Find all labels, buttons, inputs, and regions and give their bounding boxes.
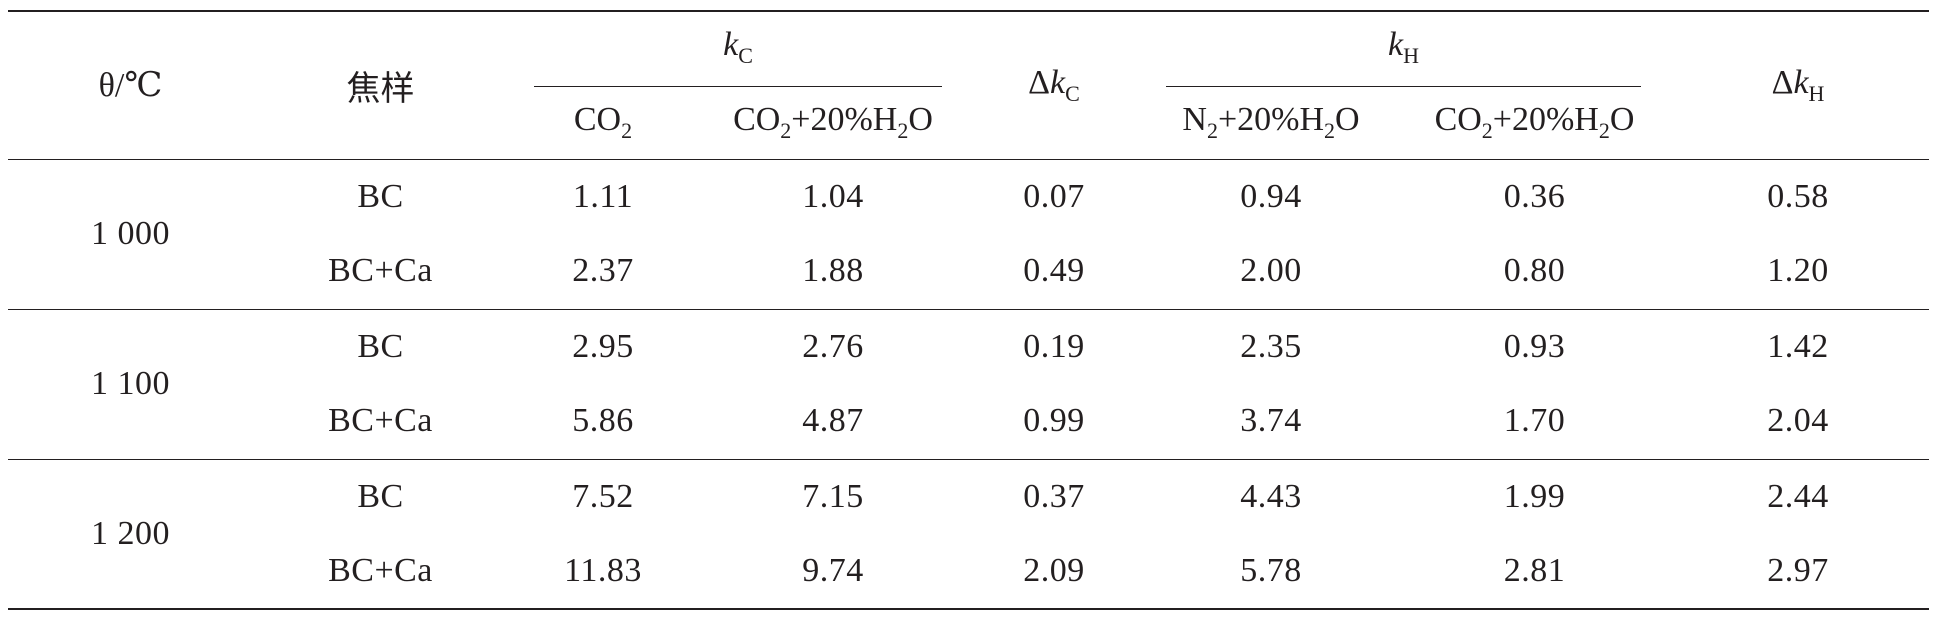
formula-subscript: 2 (1324, 118, 1336, 144)
formula-text: O (1335, 101, 1360, 139)
header-kc-co2-h2o: CO2+20%H2O (698, 87, 968, 159)
value-cell-kh-co2-h2o: 0.93 (1503, 327, 1566, 365)
header-row-2: CO2 CO2+20%H2O N2+20%H2O CO2+20%H2O (8, 87, 1929, 159)
rate-constant-table: θ/℃ 焦样 kC ΔkC kH ΔkH CO2 CO2+20%H2O N2 (8, 10, 1929, 610)
value-cell-kc-co2-h2o: 9.74 (802, 552, 864, 589)
table-row: 1 100 BC 2.95 2.76 0.19 2.35 0.93 1.42 (8, 309, 1929, 402)
formula-text: O (908, 101, 933, 139)
header-kh-label: kH (1166, 12, 1641, 87)
header-kc-group: kC (508, 11, 968, 87)
formula-subscript: 2 (1481, 118, 1493, 144)
sample-cell: BC+Ca (328, 252, 433, 290)
value-cell-kh-n2-h2o: 0.94 (1240, 177, 1302, 215)
sample-cell: BC (357, 477, 404, 515)
value-cell-kh-co2-h2o: 2.81 (1503, 552, 1566, 589)
table-row: BC+Ca 5.86 4.87 0.99 3.74 1.70 2.04 (8, 384, 1929, 459)
value-cell-dkc: 0.99 (1023, 402, 1085, 440)
formula-subscript: 2 (621, 118, 633, 144)
value-cell-kc-co2-h2o: 2.76 (802, 327, 864, 365)
value-cell-kh-co2-h2o: 1.70 (1503, 402, 1566, 440)
table-row: BC+Ca 2.37 1.88 0.49 2.00 0.80 1.20 (8, 234, 1929, 309)
header-delta-kh: ΔkH (1771, 63, 1825, 106)
value-cell-dkc: 0.37 (1023, 477, 1085, 515)
header-kc-label: kC (534, 12, 942, 87)
header-kc-co2: CO2 (508, 87, 698, 159)
formula-text: CO (733, 101, 781, 139)
value-cell-kh-co2-h2o: 0.80 (1503, 252, 1566, 290)
formula-text: +20%H (1492, 101, 1599, 139)
value-cell-kh-n2-h2o: 3.74 (1240, 402, 1302, 440)
value-cell-kc-co2: 5.86 (572, 402, 634, 440)
value-cell-dkh: 1.20 (1767, 252, 1829, 290)
value-cell-kh-co2-h2o: 0.36 (1503, 177, 1566, 215)
temperature-cell: 1 100 (91, 365, 170, 402)
header-kh-n2-h2o: N2+20%H2O (1140, 87, 1402, 159)
value-cell-kc-co2: 2.95 (572, 327, 634, 365)
header-row-1: θ/℃ 焦样 kC ΔkC kH ΔkH (8, 11, 1929, 108)
header-sample: 焦样 (346, 70, 415, 108)
value-cell-dkh: 2.04 (1767, 402, 1829, 440)
header-theta: θ/℃ (98, 67, 163, 105)
value-cell-kc-co2-h2o: 1.88 (802, 252, 864, 290)
formula-subscript: 2 (897, 118, 909, 144)
value-cell-kh-n2-h2o: 2.35 (1240, 327, 1302, 365)
formula-text: N (1182, 101, 1207, 139)
value-cell-kh-n2-h2o: 5.78 (1240, 552, 1302, 589)
value-cell-kc-co2-h2o: 1.04 (802, 177, 864, 215)
header-delta-kc: ΔkC (1028, 63, 1080, 106)
value-cell-kc-co2: 11.83 (564, 552, 642, 589)
formula-text: CO (573, 101, 622, 139)
table-row: 1 000 BC 1.11 1.04 0.07 0.94 0.36 0.58 (8, 159, 1929, 252)
value-cell-dkh: 0.58 (1767, 177, 1829, 215)
value-cell-dkh: 1.42 (1767, 327, 1829, 365)
value-cell-kc-co2-h2o: 7.15 (802, 477, 864, 515)
table-row: 1 200 BC 7.52 7.15 0.37 4.43 1.99 2.44 (8, 459, 1929, 610)
value-cell-dkc: 0.07 (1023, 177, 1085, 215)
value-cell-dkh: 2.44 (1767, 477, 1829, 515)
sample-cell: BC+Ca (328, 552, 433, 589)
value-cell-kc-co2: 7.52 (572, 477, 634, 515)
sample-cell: BC+Ca (328, 402, 433, 440)
formula-subscript: 2 (1206, 118, 1218, 144)
table-header: θ/℃ 焦样 kC ΔkC kH ΔkH CO2 CO2+20%H2O N2 (8, 11, 1929, 159)
value-cell-kc-co2: 2.37 (572, 252, 634, 290)
value-cell-kh-n2-h2o: 2.00 (1240, 252, 1302, 290)
formula-text: +20%H (1217, 101, 1325, 139)
table-body: 1 000 BC 1.11 1.04 0.07 0.94 0.36 0.58 BC+Ca 2.37… (8, 159, 1929, 610)
header-kh-group: kH (1140, 11, 1667, 87)
header-kh-co2-h2o: CO2+20%H2O (1402, 87, 1667, 159)
formula-text: CO (1434, 101, 1482, 139)
value-cell-dkh: 2.97 (1767, 552, 1829, 589)
formula-subscript: 2 (1598, 118, 1610, 144)
formula-subscript: 2 (780, 118, 792, 144)
value-cell-kc-co2-h2o: 4.87 (802, 402, 864, 440)
value-cell-kc-co2: 1.11 (572, 177, 634, 215)
temperature-cell: 1 000 (91, 215, 170, 252)
value-cell-kh-co2-h2o: 1.99 (1503, 477, 1566, 515)
sample-cell: BC (357, 327, 404, 365)
formula-text: O (1609, 101, 1635, 139)
temperature-cell: 1 200 (8, 459, 253, 610)
value-cell-dkc: 0.49 (1023, 252, 1085, 290)
value-cell-kh-n2-h2o: 4.43 (1240, 477, 1302, 515)
value-cell-dkc: 2.09 (1023, 552, 1085, 589)
sample-cell: BC (357, 177, 404, 215)
value-cell-dkc: 0.19 (1023, 327, 1085, 365)
table-row: BC+Ca 11.83 9.74 2.09 5.78 2.81 2.97 (8, 534, 1929, 609)
formula-text: +20%H (791, 101, 898, 139)
